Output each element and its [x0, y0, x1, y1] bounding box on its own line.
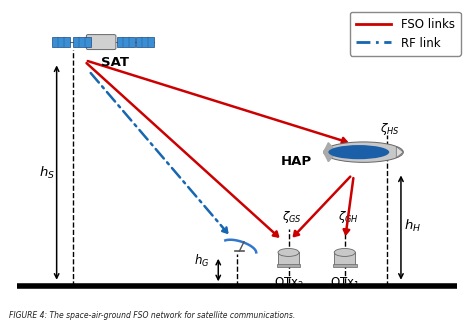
Bar [278, 252, 299, 265]
Bar [277, 264, 301, 267]
Bar [52, 37, 70, 47]
Text: $\zeta_{GS}$: $\zeta_{GS}$ [282, 209, 301, 225]
Ellipse shape [334, 249, 356, 256]
Bar [117, 37, 135, 47]
Polygon shape [396, 147, 403, 158]
Bar [73, 37, 91, 47]
Polygon shape [324, 143, 336, 152]
Legend: FSO links, RF link: FSO links, RF link [350, 12, 461, 56]
Text: SAT: SAT [101, 56, 129, 69]
Text: $\zeta_{GH}$: $\zeta_{GH}$ [337, 209, 358, 225]
Text: $h_G$: $h_G$ [194, 253, 210, 269]
Text: $h_H$: $h_H$ [404, 218, 421, 234]
Bar [136, 37, 154, 47]
Text: OTx$_2$: OTx$_2$ [273, 276, 303, 292]
Text: OTx$_1$: OTx$_1$ [330, 276, 360, 292]
Bar [334, 252, 356, 265]
Text: $\zeta_{HS}$: $\zeta_{HS}$ [380, 121, 400, 137]
Text: FIGURE 4: The space-air-ground FSO network for satellite communications.: FIGURE 4: The space-air-ground FSO netwo… [9, 311, 296, 320]
Text: $h_S$: $h_S$ [39, 164, 55, 180]
Polygon shape [324, 152, 336, 162]
Text: HAP: HAP [281, 155, 312, 168]
Ellipse shape [278, 249, 299, 256]
FancyBboxPatch shape [86, 35, 116, 50]
Bar [333, 264, 356, 267]
Ellipse shape [324, 142, 403, 162]
Ellipse shape [328, 145, 389, 159]
